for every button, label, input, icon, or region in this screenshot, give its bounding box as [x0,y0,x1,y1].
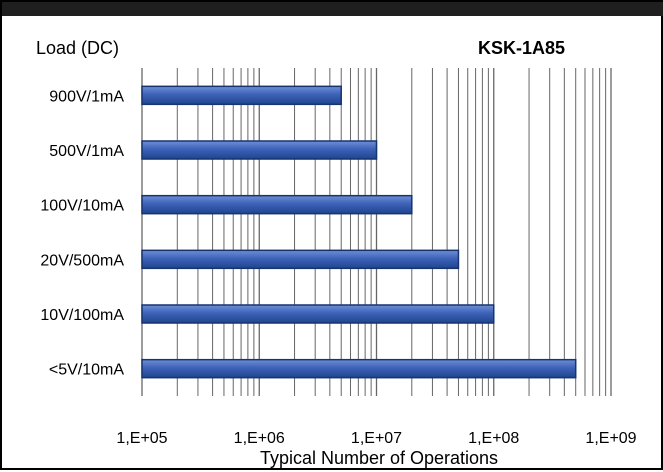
x-tick-label: 1,E+05 [116,430,167,447]
category-label: 10V/100mA [40,307,124,324]
y-axis-title: Load (DC) [36,38,119,58]
bar-6 [141,358,577,379]
x-tick-label: 1,E+09 [585,430,636,447]
bar-3 [141,194,413,215]
bar-2 [141,140,378,160]
chart-title: KSK-1A85 [478,38,565,58]
category-label: 20V/500mA [40,252,124,269]
top-strip [2,2,663,16]
grid-lines [141,68,612,396]
category-label: 500V/1mA [49,143,124,160]
category-label: 100V/10mA [40,198,124,215]
bar-4 [141,249,460,270]
category-label: <5V/10mA [49,362,124,379]
category-label: 900V/1mA [49,88,124,105]
x-tick-label: 1,E+06 [234,430,285,447]
x-axis-title: Typical Number of Operations [260,448,498,468]
x-tick-label: 1,E+08 [468,430,519,447]
x-tick-labels: 1,E+05 1,E+06 1,E+07 1,E+08 1,E+09 [116,430,636,447]
bar-5 [141,304,495,324]
bar-1 [141,85,342,106]
x-tick-label: 1,E+07 [351,430,402,447]
category-labels: 900V/1mA 500V/1mA 100V/10mA 20V/500mA 10V/10… [40,88,124,378]
bars-group [141,85,577,379]
